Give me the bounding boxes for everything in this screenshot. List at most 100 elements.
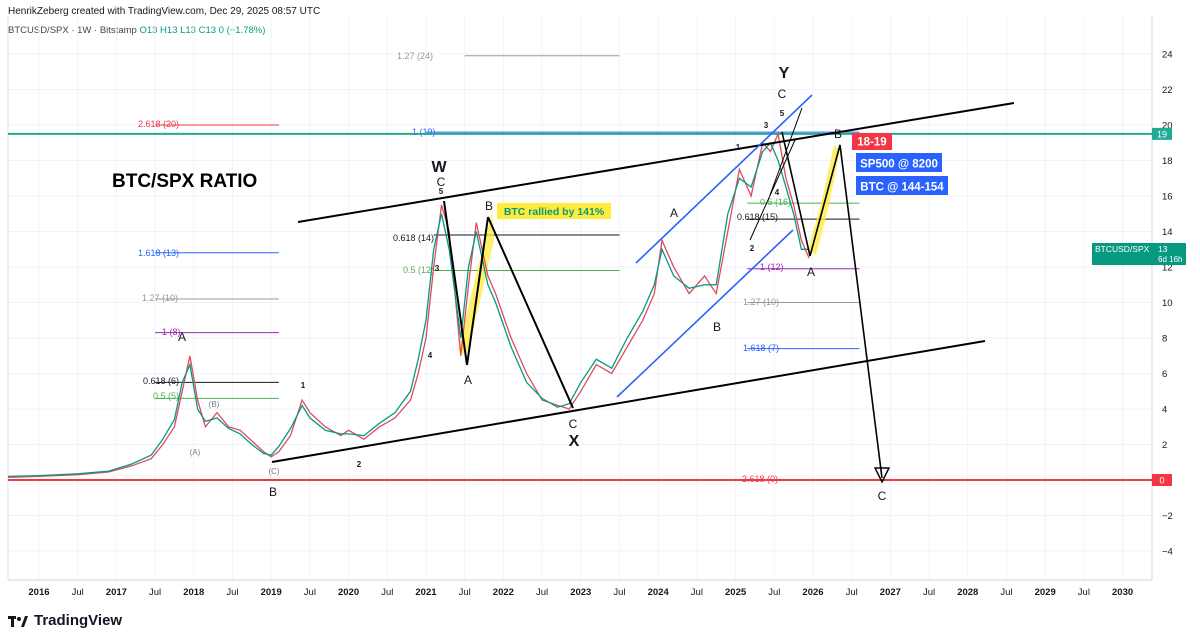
x-tick-label: 2023 [570,587,591,598]
x-tick-label: Jul [1000,587,1012,598]
target-boxes: BTC rallied by 141% 18-19 SP500 @ 8200 BTC … [497,133,948,219]
fib-level-label: 1 (8) [162,327,181,337]
x-tick-label: Jul [304,587,316,598]
wave-label: 1 [736,143,741,152]
target-box [856,153,942,172]
fib-level-label: 0.618 (14) [393,233,434,243]
price-series-line [7,141,810,478]
x-tick-label: Jul [536,587,548,598]
last-value: 13 [1158,244,1168,254]
wave-label: 2 [750,244,755,253]
fib-level-label: 0.5 (12) [403,265,434,275]
x-tick-label: 2030 [1112,587,1133,598]
wave-label: 2 [357,460,362,469]
level-tag [1152,474,1172,486]
x-tick-label: 2020 [338,587,359,598]
symbol-legend[interactable]: BTCUSD/SPX · 1W · Bitstamp O13 H13 L13 C… [8,25,265,36]
y-tick-label: 24 [1162,50,1173,61]
x-tick-label: 2025 [725,587,747,598]
projection-path [781,131,883,479]
grid [8,16,1152,580]
last-value-symbol: BTCUSD/SPX [1095,244,1150,254]
fib-level-label: 1 (19) [412,127,436,137]
x-tick-label: 2021 [415,587,437,598]
fib-level-label: 0.5 (16) [760,197,791,207]
x-tick-label: Jul [381,587,393,598]
brand-name: TradingView [34,612,123,629]
y-tick-label: 4 [1162,405,1167,416]
trend-line [271,340,986,463]
x-tick-label: 2028 [957,587,978,598]
channel-line [635,94,813,264]
credit-text: HenrikZeberg created with TradingView.co… [8,6,321,17]
x-tick-label: 2019 [261,587,282,598]
wave-label: (A) [190,448,201,457]
trend-line [297,102,1015,223]
chart-title: BTC/SPX RATIO [112,171,257,192]
y-tick-label: 12 [1162,263,1173,274]
wedge-line [749,139,796,241]
y-tick-label: −4 [1162,547,1173,558]
wave-label: B [269,485,277,499]
wave-label: A [807,265,815,279]
wave-label: C [778,87,787,101]
x-tick-label: 2026 [802,587,823,598]
y-tick-label: 20 [1162,121,1173,132]
series-lines [7,131,810,478]
wave-label: W [431,159,447,176]
x-tick-label: Jul [459,587,471,598]
y-tick-label: 18 [1162,156,1173,167]
y-tick-label: 16 [1162,192,1173,203]
wave-label: 4 [775,188,780,197]
wave-label: B [834,127,842,141]
wave-label: C [878,489,887,503]
last-value-tag [1092,243,1186,265]
fib-level-label: 1.27 (10) [142,293,178,303]
wave-label: Y [779,65,790,82]
tradingview-brand[interactable]: TradingView [8,612,122,629]
trend-line [487,216,574,409]
fib-level-label: 0.5 (5) [153,391,179,401]
trend-line [466,216,489,366]
x-tick-label: 2016 [28,587,49,598]
y-tick-label: −2 [1162,511,1173,522]
wave-label: 5 [439,187,444,196]
projection-arrow-icon [873,467,891,484]
fib-level-label: 1 (12) [760,262,784,272]
wave-label: C [569,417,578,431]
horizontal-levels [8,132,1152,481]
target-box-label: SP500 @ 8200 [860,159,938,171]
wave-label: X [569,433,580,450]
fib-level-label: 0.618 (6) [143,376,179,386]
y-tick-label: 14 [1162,227,1173,238]
wave-label: 1 [301,381,306,390]
x-tick-label: Jul [691,587,703,598]
wave-label: 5 [780,109,785,118]
target-box [852,133,892,150]
target-box [856,176,948,195]
wave-label: A [464,373,472,387]
y-tick-label: 2 [1162,440,1167,451]
target-box-label: BTC @ 144-154 [860,182,944,194]
wave-label: B [713,320,721,334]
tradingview-logo-icon [8,614,28,628]
axes: 242220181614121086420−2−42016Jul2017Jul2… [7,16,1173,598]
x-tick-label: 2029 [1035,587,1056,598]
wave-label: B [485,199,493,213]
trend-line [443,200,468,366]
x-tick-label: 2024 [648,587,670,598]
wave-label: C [437,175,446,189]
wave-label: 3 [764,121,769,130]
x-tick-label: Jul [1078,587,1090,598]
bar-countdown: 6d 16h [1158,255,1182,264]
symbol-name: BTCUSD/SPX · 1W · Bitstamp [8,25,137,36]
x-tick-label: Jul [149,587,161,598]
x-tick-label: Jul [923,587,935,598]
level-tag [1152,127,1172,140]
wedge-line [769,107,803,196]
level-tag-label: 19 [1157,129,1167,139]
y-tick-label: 10 [1162,298,1173,309]
